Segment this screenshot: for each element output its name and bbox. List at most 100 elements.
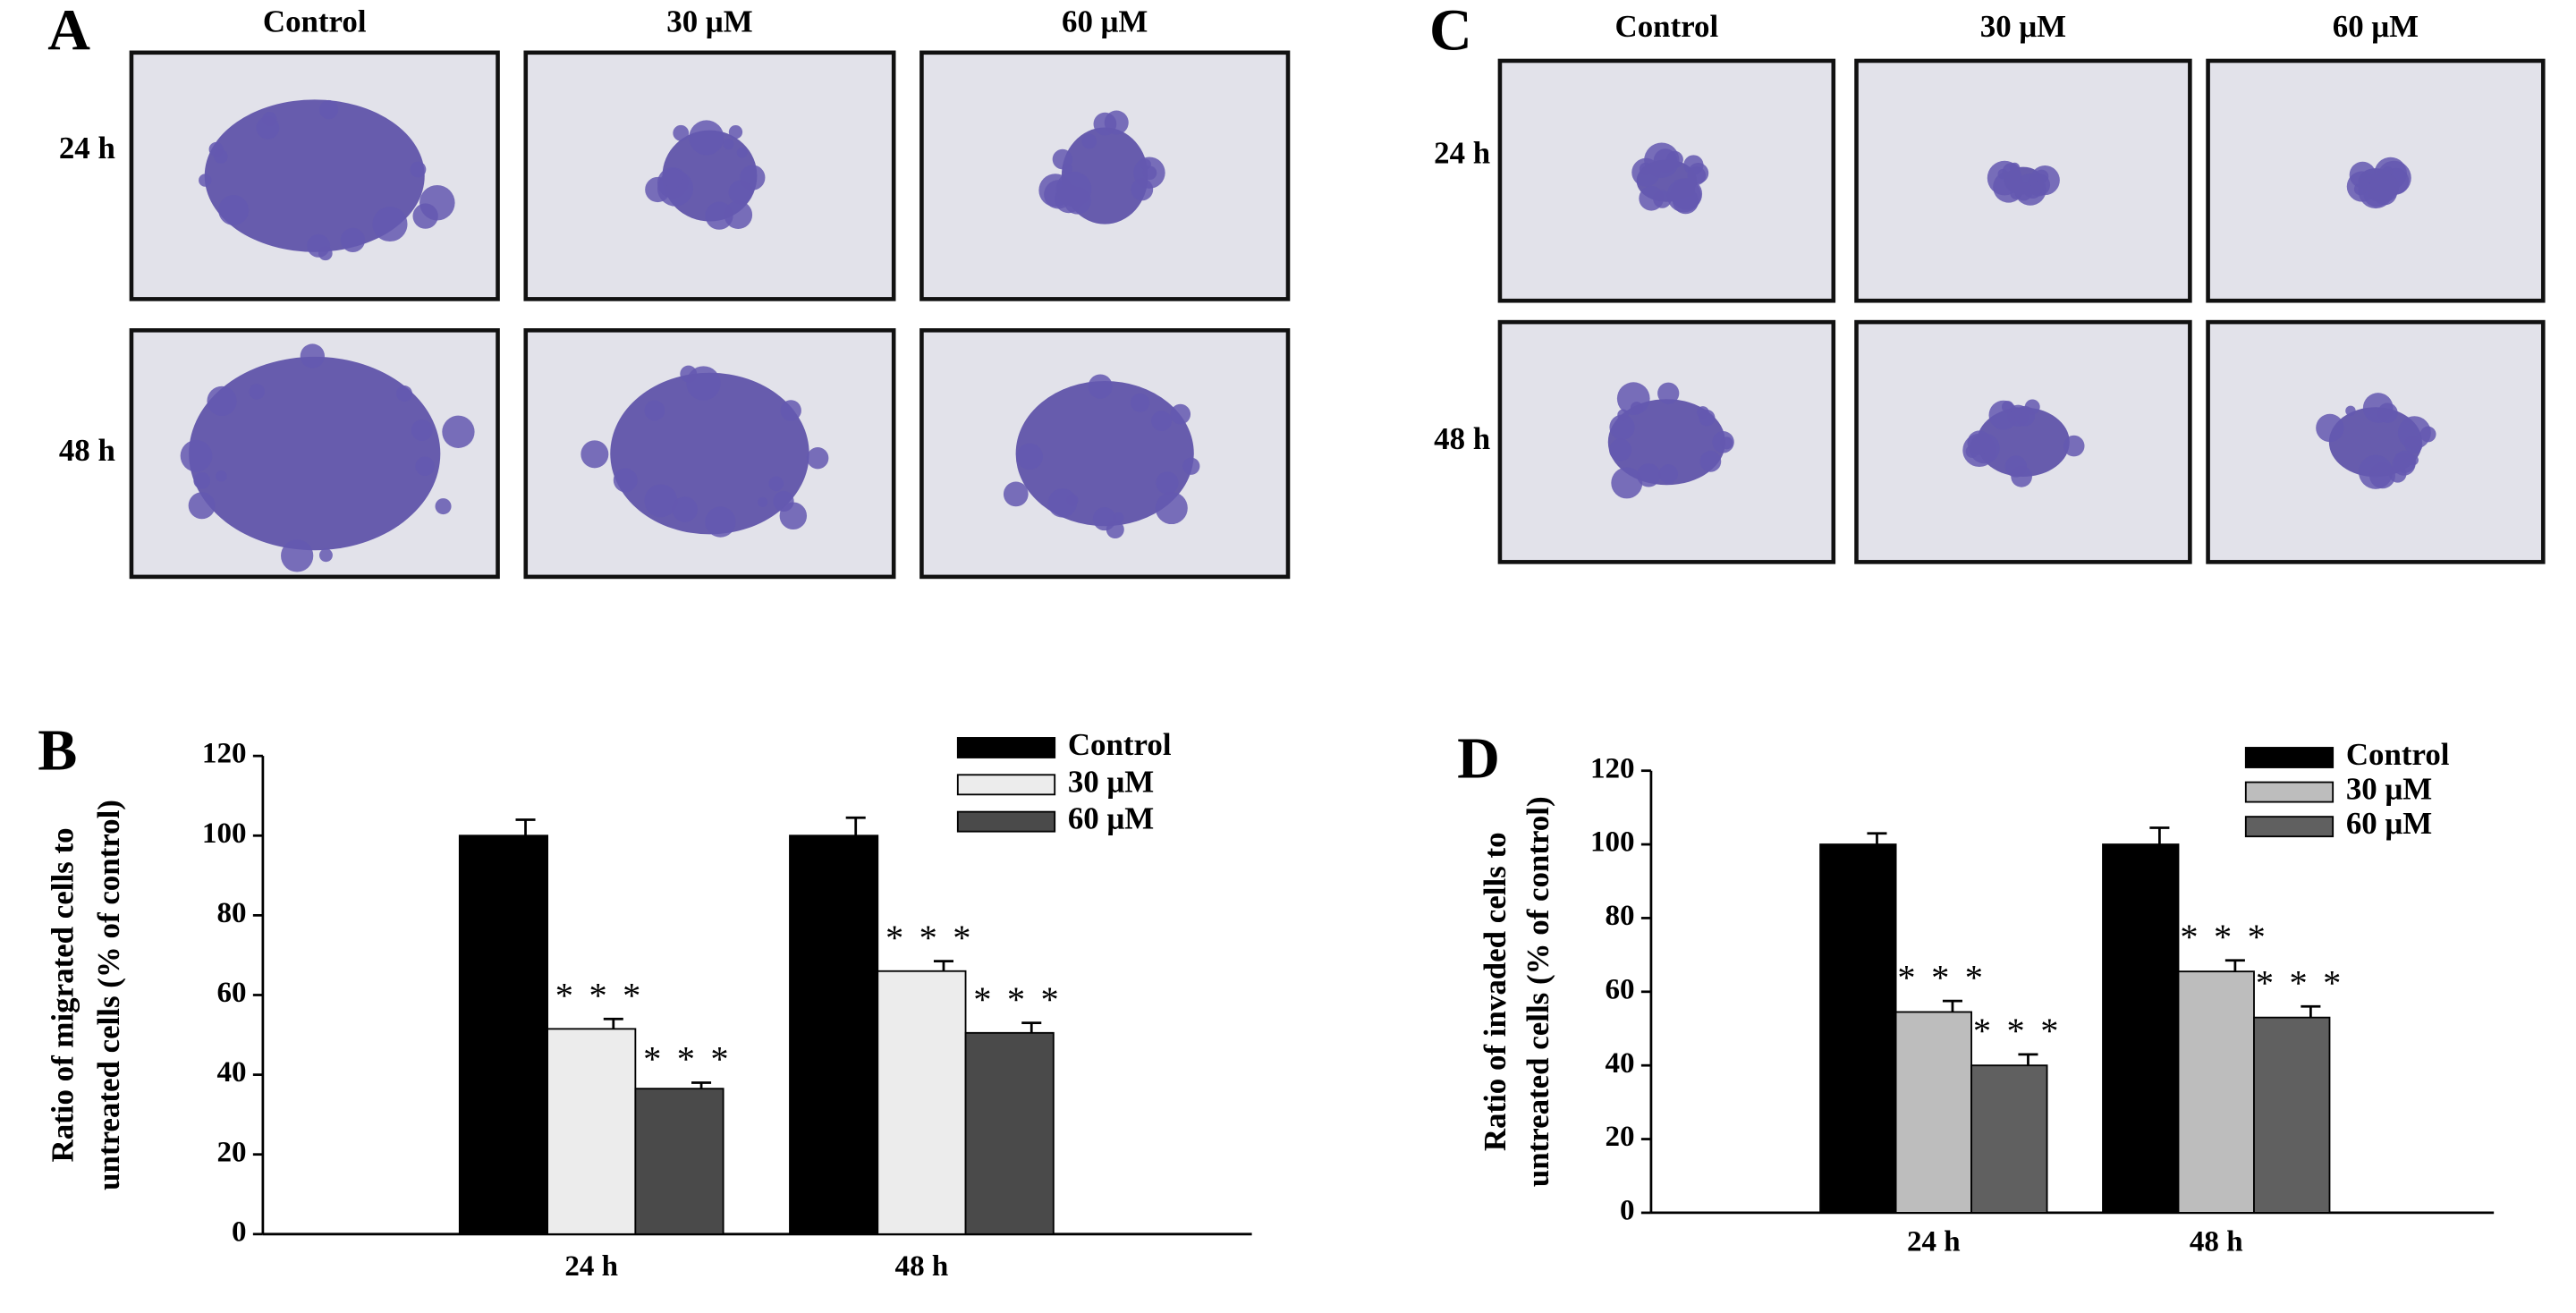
cell-cluster [2382, 166, 2394, 177]
cell-cluster [435, 498, 452, 515]
cell-cluster [1047, 488, 1078, 518]
cell-cluster [262, 111, 277, 127]
significance-label: * * * [643, 1039, 732, 1080]
cell-cluster [758, 496, 768, 507]
cell-cluster [644, 484, 678, 518]
cell-cluster [442, 415, 475, 448]
significance-label: * * * [886, 918, 974, 958]
cell-cluster [396, 385, 412, 402]
column-label: 30 μM [1980, 9, 2066, 44]
y-axis-label: untreated cells (% of control) [1521, 796, 1555, 1187]
cell-cluster [2011, 407, 2022, 419]
cell-cluster [1639, 162, 1652, 175]
y-tick-label: 0 [1620, 1195, 1635, 1227]
cell-cluster [1093, 112, 1117, 136]
cell-cluster [419, 184, 455, 221]
y-tick-label: 120 [202, 738, 247, 770]
cell-cluster [281, 539, 314, 572]
cell-cluster [779, 502, 808, 529]
cell-cluster [2004, 455, 2028, 478]
cell-cluster [2316, 413, 2344, 443]
y-tick-label: 40 [1606, 1047, 1635, 1080]
cell-cluster [1092, 507, 1116, 531]
cell-cluster [2353, 182, 2367, 196]
bar [1970, 1064, 2048, 1214]
cell-cluster [2001, 401, 2014, 413]
bar [634, 1088, 724, 1235]
cell-cluster [807, 447, 829, 470]
cell-cluster [768, 476, 784, 492]
cell-cluster [1609, 414, 1635, 440]
legend-label: 60 μM [2346, 806, 2432, 841]
panel-letter: C [1429, 0, 1472, 64]
cell-cluster [723, 139, 734, 150]
cell-cluster [1170, 403, 1191, 425]
cell-cluster [2063, 435, 2085, 457]
column-label: Control [263, 4, 367, 39]
cell-cluster [193, 471, 211, 489]
cell-cluster [705, 506, 736, 538]
significance-label: * * * [973, 979, 1062, 1020]
cell-cluster [2388, 464, 2407, 483]
y-tick-label: 100 [1590, 826, 1635, 859]
y-tick-label: 0 [232, 1216, 247, 1248]
legend-swatch [2244, 747, 2334, 768]
cell-cluster [1003, 481, 1029, 507]
cell-colony [1607, 399, 1725, 486]
row-label: 48 h [59, 433, 115, 468]
cell-colony [189, 356, 441, 551]
cell-cluster [2377, 402, 2398, 423]
cell-cluster [672, 496, 698, 522]
y-tick-label: 120 [1590, 752, 1635, 784]
cell-cluster [318, 548, 333, 563]
x-tick-label: 48 h [895, 1250, 949, 1283]
legend-label: Control [1068, 727, 1172, 762]
y-tick-label: 60 [1606, 973, 1635, 1005]
cell-cluster [216, 470, 227, 482]
cell-cluster [680, 365, 698, 383]
bar [2177, 970, 2255, 1214]
cell-cluster [1639, 185, 1665, 211]
cell-cluster [1140, 158, 1151, 170]
cell-cluster [318, 99, 339, 120]
column-label: 60 μM [1062, 4, 1148, 39]
legend-swatch [956, 737, 1056, 758]
cell-cluster [300, 343, 325, 368]
bar [1894, 1011, 1972, 1214]
legend-label: 60 μM [1068, 801, 1154, 836]
cell-cluster [1611, 467, 1643, 499]
x-tick-label: 24 h [564, 1250, 618, 1283]
y-axis-label: Ratio of invaded cells to [1478, 832, 1513, 1151]
bar [2102, 843, 2180, 1214]
cell-cluster [340, 227, 366, 252]
cell-cluster [1062, 163, 1072, 174]
cell-cluster [188, 492, 216, 520]
cell-cluster [214, 149, 228, 164]
cell-cluster [580, 440, 609, 469]
legend-label: 30 μM [2346, 772, 2432, 807]
y-axis-label: Ratio of migrated cells to [45, 827, 80, 1162]
cell-cluster [1699, 451, 1722, 472]
cell-cluster [2419, 426, 2436, 443]
cell-cluster [1063, 187, 1091, 215]
cell-cluster [1637, 463, 1661, 487]
legend-swatch [2244, 816, 2334, 838]
cell-cluster [1657, 382, 1680, 404]
significance-label: * * * [1897, 957, 1986, 997]
cell-cluster [2345, 405, 2356, 417]
cell-cluster [318, 246, 333, 261]
cell-cluster [1967, 430, 1992, 455]
cell-cluster [1658, 464, 1679, 484]
cell-cluster [2358, 454, 2394, 489]
cell-cluster [1113, 512, 1124, 523]
row-label: 24 h [1434, 136, 1490, 171]
bar [2253, 1016, 2331, 1214]
cell-cluster [728, 180, 753, 205]
cell-cluster [689, 120, 724, 156]
significance-label: * * * [2180, 917, 2268, 957]
cell-cluster [218, 194, 250, 225]
y-axis-label: untreated cells (% of control) [91, 800, 126, 1190]
cell-cluster [1653, 148, 1678, 173]
